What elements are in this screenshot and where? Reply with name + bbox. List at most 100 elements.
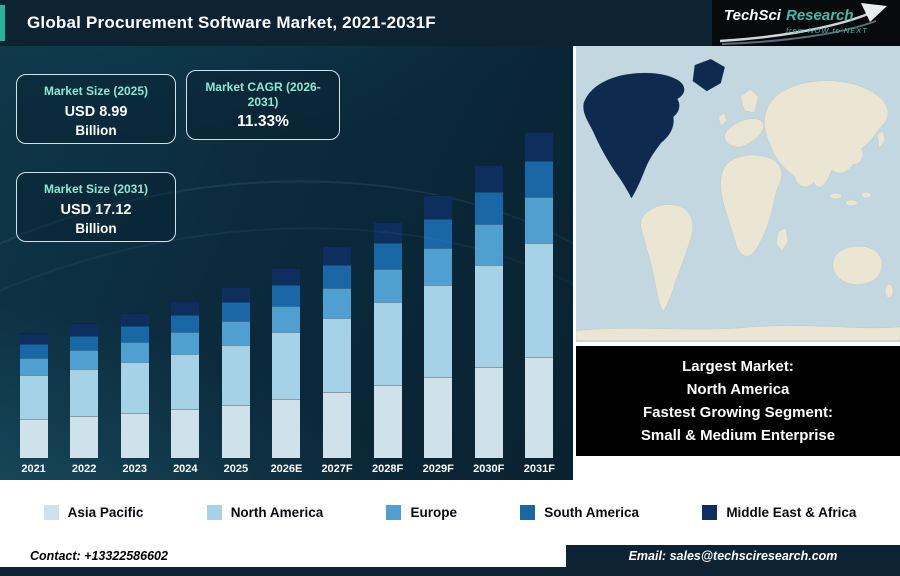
- stat-value: USD 17.12: [60, 202, 132, 218]
- stat-label: Market Size (2031): [43, 182, 149, 196]
- x-axis-label: 2028F: [372, 463, 404, 475]
- bar-column-2025: 2025: [215, 46, 257, 480]
- bar-segment: [323, 318, 352, 393]
- contact-text: Contact: +13322586602: [30, 549, 168, 563]
- bar-stack-2022: [70, 323, 99, 458]
- note-line: Small & Medium Enterprise: [640, 427, 836, 444]
- logo-brand-text: TechSci: [724, 7, 782, 24]
- x-axis-label: 2026E: [270, 463, 303, 475]
- footer: Contact: +13322586602 Email: sales@techs…: [0, 545, 900, 576]
- x-axis-label: 2023: [122, 463, 147, 475]
- chart-legend: Asia Pacific North America Europe South Ame…: [0, 480, 900, 545]
- bar-segment: [474, 223, 503, 265]
- map-greenland-highlight: [692, 59, 725, 92]
- legend-item: Asia Pacific: [43, 505, 144, 520]
- bar-segment: [171, 354, 200, 410]
- map-antarctica: [576, 325, 900, 341]
- bar-stack-2029F: [424, 195, 453, 458]
- stat-value: USD 8.99: [64, 104, 128, 120]
- note-line: Fastest Growing Segment:: [642, 404, 834, 421]
- bar-segment: [171, 409, 200, 458]
- map-north-america-highlight: [583, 72, 685, 199]
- bar-segment: [221, 344, 250, 405]
- bar-segment: [474, 264, 503, 368]
- world-map: [576, 46, 900, 342]
- x-axis-label: 2031F: [523, 463, 555, 475]
- map-australia: [832, 245, 883, 285]
- logo-swoosh-light: [719, 12, 869, 43]
- legend-swatch: [43, 505, 59, 520]
- map-philippines: [861, 191, 872, 199]
- note-line: Largest Market:: [682, 358, 794, 375]
- map-africa: [720, 154, 782, 257]
- bar-segment: [19, 357, 48, 376]
- x-axis-label: 2024: [173, 463, 198, 475]
- legend-label: South America: [544, 505, 640, 520]
- footer-email-area: Email: sales@techsciresearch.com: [566, 545, 900, 567]
- map-new-zealand: [884, 283, 894, 299]
- bar-segment: [221, 320, 250, 345]
- bar-segment: [424, 247, 453, 285]
- bar-segment: [424, 195, 453, 219]
- note-line: North America: [686, 381, 790, 398]
- footer-contact-area: Contact: +13322586602: [0, 545, 566, 567]
- legend-label: Middle East & Africa: [726, 505, 857, 520]
- x-axis-label: 2025: [223, 463, 249, 475]
- bar-stack-2030F: [474, 165, 503, 458]
- bar-stack-2025: [221, 286, 250, 458]
- bar-column-2030F: 2030F: [468, 46, 510, 480]
- legend-label: North America: [230, 505, 324, 520]
- bar-stack-2024: [171, 300, 200, 458]
- map-indonesia-2: [845, 199, 858, 207]
- map-indonesia-1: [829, 192, 842, 200]
- bar-column-2027F: 2027F: [316, 46, 358, 480]
- world-map-graphic: [576, 47, 900, 341]
- bar-segment: [424, 284, 453, 377]
- bar-segment: [19, 333, 48, 345]
- bar-column-2023: 2023: [114, 46, 156, 480]
- bar-segment: [221, 286, 250, 303]
- bar-segment: [120, 325, 149, 342]
- bar-segment: [120, 312, 149, 326]
- logo-swoosh-dark: [721, 20, 877, 45]
- legend-label: Asia Pacific: [67, 505, 144, 520]
- bar-segment: [171, 314, 200, 333]
- bar-segment: [373, 269, 402, 303]
- bar-segment: [373, 384, 402, 458]
- bar-stack-2026E: [272, 267, 301, 458]
- legend-item: Europe: [386, 505, 457, 520]
- map-europe: [724, 118, 765, 148]
- bar-segment: [70, 416, 99, 458]
- bar-segment: [19, 419, 48, 458]
- logo-arrow-icon: [861, 3, 887, 22]
- techsci-logo: TechSci Research from NOW to NEXT: [712, 0, 900, 46]
- map-british-isles: [718, 112, 727, 128]
- legend-swatch: [702, 505, 718, 520]
- bar-segment: [373, 221, 402, 243]
- footer-bottom-strip: [0, 567, 900, 576]
- bar-segment: [19, 375, 48, 420]
- bar-plot: 2021 2022 2023 2024 2025 2026E 2027F 2028F 2029F…: [4, 46, 569, 480]
- bar-segment: [323, 245, 352, 265]
- bar-segment: [171, 300, 200, 315]
- logo-tagline: from NOW to NEXT: [786, 26, 868, 35]
- bar-segment: [70, 323, 99, 336]
- bar-column-2031F: 2031F: [518, 46, 560, 480]
- email-text: Email: sales@techsciresearch.com: [628, 549, 838, 563]
- bar-column-2021: 2021: [13, 46, 55, 480]
- stat-unit: Billion: [75, 220, 117, 236]
- bar-segment: [474, 367, 503, 458]
- bar-segment: [19, 344, 48, 358]
- bar-segment: [171, 332, 200, 355]
- legend-swatch: [206, 505, 222, 520]
- title-accent-bar: [0, 5, 5, 41]
- bar-segment: [70, 335, 99, 351]
- x-axis-label: 2022: [71, 463, 97, 475]
- bar-segment: [70, 350, 99, 370]
- map-scandinavia: [740, 88, 759, 113]
- bar-segment: [272, 399, 301, 458]
- stacked-bar-chart: 2021 2022 2023 2024 2025 2026E 2027F 2028F 2029F…: [0, 46, 573, 480]
- stat-label: Market CAGR (2026-2031): [205, 80, 321, 109]
- stat-unit: Billion: [75, 122, 117, 138]
